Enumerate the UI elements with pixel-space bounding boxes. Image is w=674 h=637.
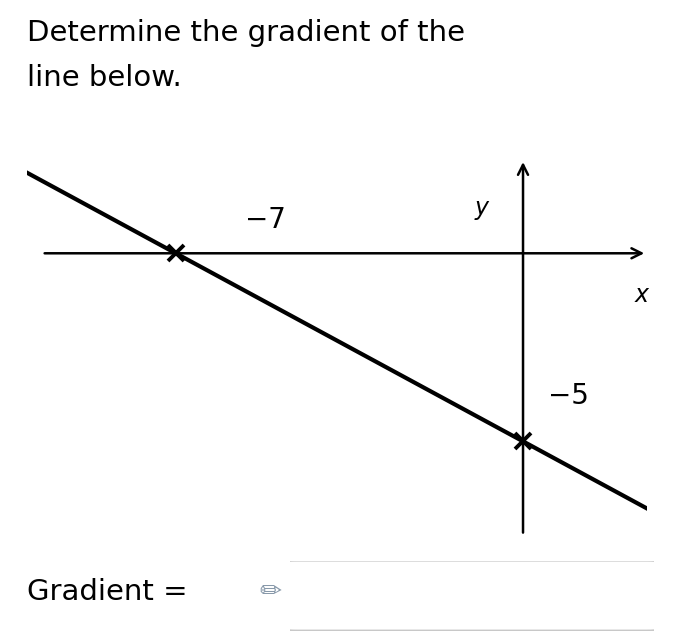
FancyBboxPatch shape <box>279 561 665 631</box>
Text: y: y <box>474 196 488 220</box>
Text: −5: −5 <box>548 382 588 410</box>
Text: −7: −7 <box>245 206 286 234</box>
Text: Determine the gradient of the: Determine the gradient of the <box>27 19 465 47</box>
Text: Gradient =: Gradient = <box>27 578 187 606</box>
Text: line below.: line below. <box>27 64 182 92</box>
Text: x: x <box>635 283 649 308</box>
Text: ✏: ✏ <box>259 580 282 605</box>
